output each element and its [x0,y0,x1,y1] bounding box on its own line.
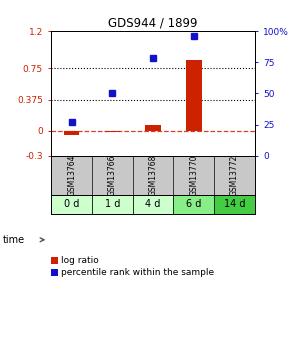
Bar [105,131,120,132]
Bar [64,131,79,135]
Text: GSM13772: GSM13772 [230,155,239,196]
Bar [51,195,92,214]
Bar [214,195,255,214]
Text: GSM13768: GSM13768 [149,155,158,196]
Bar [92,195,133,214]
Bar [133,195,173,214]
Text: percentile rank within the sample: percentile rank within the sample [61,268,214,277]
Text: GSM13770: GSM13770 [189,154,198,196]
Bar [145,125,161,131]
Bar [186,60,202,131]
Bar [173,195,214,214]
Text: 0 d: 0 d [64,199,79,209]
Text: 14 d: 14 d [224,199,245,209]
Text: GSM13766: GSM13766 [108,154,117,196]
Text: 6 d: 6 d [186,199,202,209]
Text: 4 d: 4 d [145,199,161,209]
Title: GDS944 / 1899: GDS944 / 1899 [108,17,198,30]
Text: GSM13764: GSM13764 [67,154,76,196]
Text: time: time [3,235,25,245]
Text: log ratio: log ratio [61,256,98,265]
Text: 1 d: 1 d [105,199,120,209]
